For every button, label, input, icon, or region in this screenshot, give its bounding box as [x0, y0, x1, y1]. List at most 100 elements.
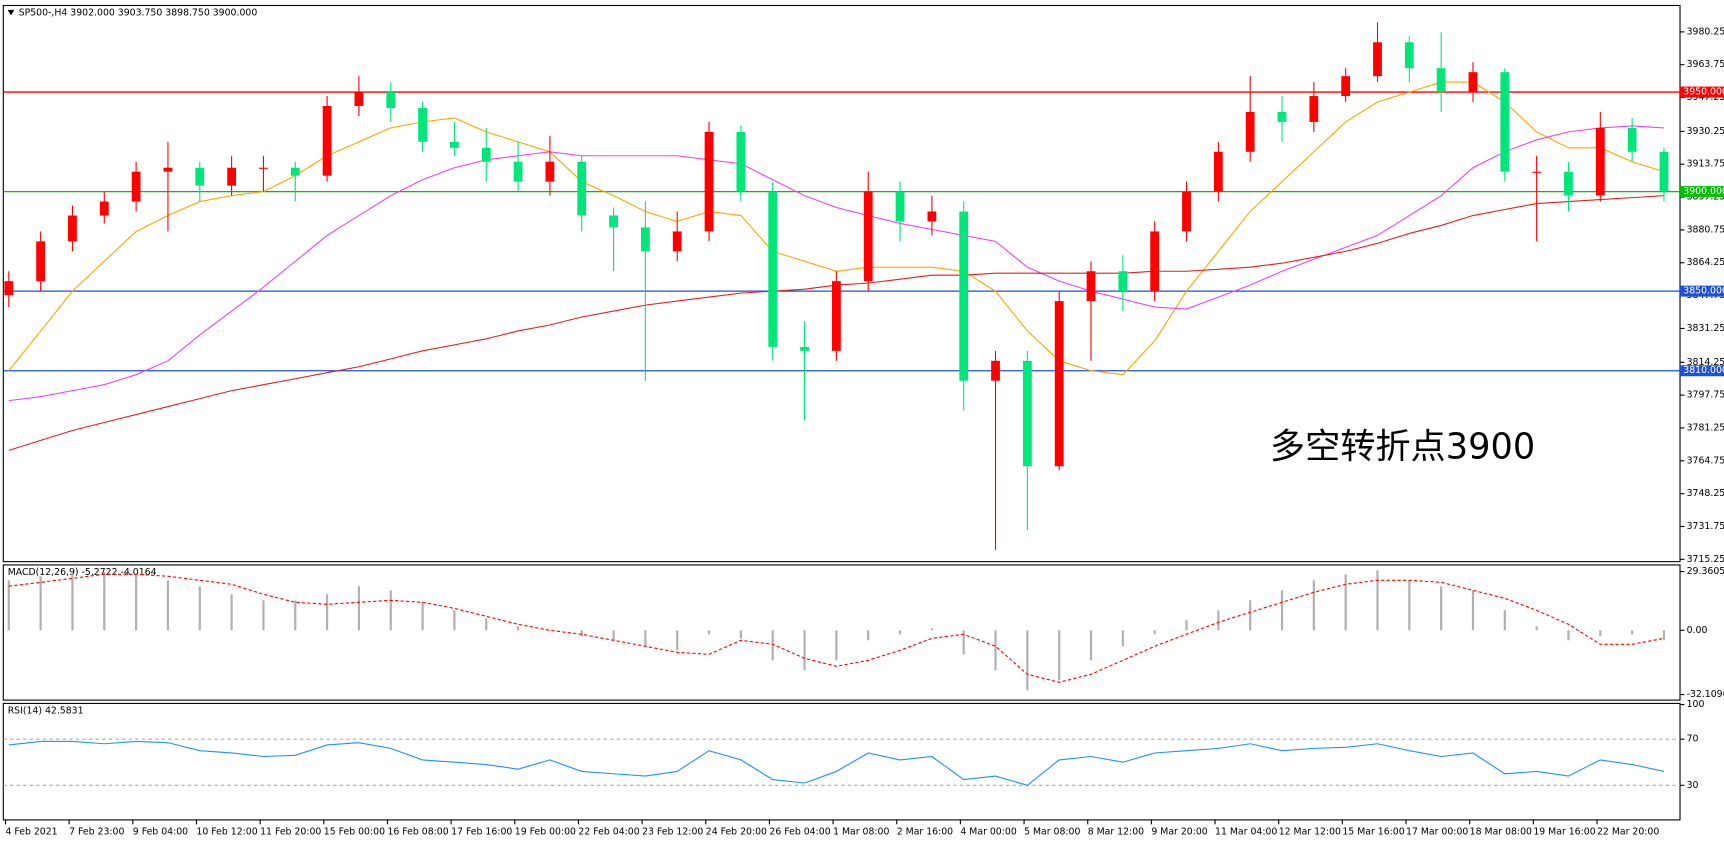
x-tick-label: 26 Feb 04:00 — [769, 827, 830, 838]
candle-body — [609, 215, 618, 228]
histogram-bar — [39, 576, 42, 631]
x-tick-label: 18 Mar 08:00 — [1470, 827, 1532, 838]
histogram-bar — [930, 628, 933, 631]
x-tick-label: 22 Feb 04:00 — [578, 827, 639, 838]
candle-body — [863, 191, 873, 282]
candle-body — [481, 147, 491, 162]
y-tick-label: 3980.250 — [1687, 26, 1724, 37]
histogram-bar — [389, 590, 392, 631]
candle-body — [1627, 127, 1637, 152]
level-tag — [1680, 186, 1724, 198]
histogram-bar — [1185, 620, 1188, 631]
histogram-bar — [1471, 590, 1475, 631]
x-tick-label: 7 Feb 23:00 — [69, 827, 124, 838]
histogram-bar — [485, 618, 488, 631]
histogram-bar — [898, 630, 902, 635]
x-tick-label: 19 Feb 00:00 — [515, 827, 576, 838]
histogram-bar — [1312, 580, 1315, 631]
candle-body — [227, 167, 237, 186]
candle-body — [4, 281, 14, 296]
histogram-bar — [1599, 630, 1602, 637]
histogram-bar — [676, 630, 679, 651]
level-label: 3810.000 — [1683, 365, 1724, 376]
x-tick-label: 24 Feb 20:00 — [706, 827, 767, 838]
histogram-bar — [198, 586, 201, 631]
y-tick-label: 3913.750 — [1687, 159, 1724, 170]
histogram-bar — [1631, 630, 1634, 635]
y-tick-label: 3814.250 — [1687, 357, 1724, 368]
histogram-bar — [230, 594, 233, 631]
histogram-bar — [1408, 580, 1411, 631]
candle-body — [736, 131, 746, 192]
candle-body — [1659, 151, 1669, 192]
candle-body — [1054, 301, 1064, 467]
rsi-panel — [2, 702, 1681, 821]
candle-body — [1595, 127, 1605, 196]
collapse-arrow[interactable] — [7, 9, 15, 16]
x-tick-label: 2 Mar 16:00 — [897, 827, 953, 838]
x-tick-label: 4 Mar 00:00 — [960, 827, 1016, 838]
candle-body — [195, 167, 205, 186]
candle-body — [163, 167, 173, 172]
candle-body — [513, 161, 523, 182]
x-tick-label: 4 Feb 2021 — [5, 827, 57, 838]
level-tag — [1680, 285, 1724, 297]
histogram-bar — [325, 594, 329, 631]
candle-body — [800, 346, 809, 351]
candle-body — [1373, 42, 1382, 77]
x-tick-label: 1 Mar 08:00 — [833, 827, 889, 838]
candle-body — [672, 231, 682, 252]
candle-body — [545, 161, 555, 182]
candle-body — [1564, 171, 1573, 196]
symbol-header: SP500-,H4 3902.000 3903.750 3898.750 390… — [19, 8, 258, 19]
histogram-bar — [707, 630, 711, 635]
histogram-bar — [294, 600, 297, 631]
histogram-bar — [1089, 630, 1093, 661]
candle-body — [1245, 111, 1255, 152]
level-tag — [1680, 86, 1724, 98]
candle-body — [895, 191, 905, 222]
candle-body — [1150, 231, 1160, 292]
candle-body — [1436, 68, 1446, 93]
histogram-bar — [7, 580, 10, 631]
x-tick-label: 5 Mar 08:00 — [1024, 827, 1080, 838]
histogram-bar — [357, 586, 361, 631]
y-tick-label: 3880.750 — [1687, 224, 1724, 235]
y-tick-label: 3731.750 — [1687, 521, 1724, 532]
main-panel — [2, 4, 1681, 563]
candle-body — [354, 92, 364, 107]
x-tick-label: 9 Feb 04:00 — [133, 827, 188, 838]
x-tick-label: 15 Mar 16:00 — [1342, 827, 1404, 838]
candle-body — [1277, 111, 1287, 122]
y-tick-label: 3764.750 — [1687, 455, 1724, 466]
y-tick-label: 3831.250 — [1687, 323, 1724, 334]
histogram-bar — [1217, 610, 1220, 631]
x-tick-label: 16 Feb 08:00 — [387, 827, 448, 838]
y-tick-label: 3963.750 — [1687, 59, 1724, 70]
y-tick-label: 0.00 — [1687, 625, 1708, 636]
x-tick-label: 9 Mar 20:00 — [1151, 827, 1207, 838]
candle-body — [290, 167, 300, 176]
y-tick-label: 3864.250 — [1687, 257, 1724, 268]
rsi-header: RSI(14) 42.5831 — [8, 706, 84, 717]
histogram-bar — [771, 630, 774, 661]
candle-body — [36, 241, 46, 282]
macd-panel — [2, 564, 1681, 701]
histogram-bar — [135, 574, 138, 631]
candle-body — [99, 201, 109, 216]
candle-body — [577, 161, 587, 216]
histogram-bar — [421, 602, 424, 631]
histogram-bar — [803, 630, 806, 671]
level-label: 3900.000 — [1683, 186, 1724, 197]
x-tick-label: 17 Mar 00:00 — [1406, 827, 1468, 838]
candle-body — [1404, 42, 1414, 69]
histogram-bar — [1503, 610, 1506, 631]
x-tick-label: 15 Feb 00:00 — [324, 827, 385, 838]
x-tick-label: 10 Feb 12:00 — [196, 827, 257, 838]
histogram-bar — [1153, 630, 1156, 635]
histogram-bar — [516, 626, 520, 631]
candle-body — [1022, 360, 1032, 467]
histogram-bar — [1535, 626, 1538, 631]
x-tick-label: 19 Mar 16:00 — [1533, 827, 1595, 838]
